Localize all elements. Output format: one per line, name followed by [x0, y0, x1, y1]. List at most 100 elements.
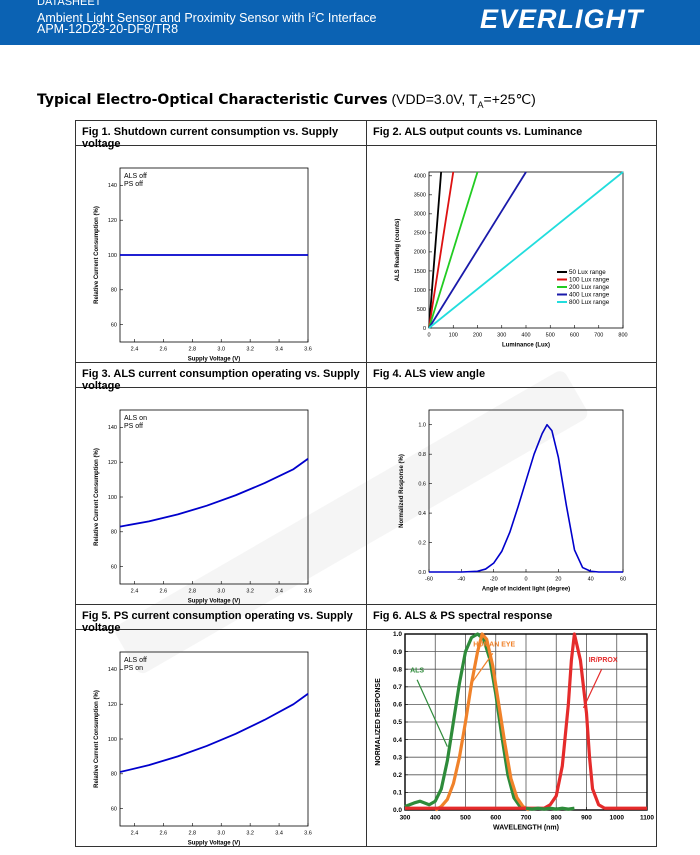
fig4-chart: -60 -40 -20 0 20 40 60 0.0 0.2 0.4 0.6 0.8 1.0 Angle …	[399, 409, 626, 593]
legend-label: 100 Lux range	[569, 277, 610, 284]
fig5-caption: Fig 5. PS current consumption operating …	[82, 610, 353, 634]
x-tick-label: 500	[460, 815, 471, 822]
x-axis-label: Luminance (Lux)	[502, 343, 550, 349]
x-tick-label: -20	[490, 577, 498, 583]
x-tick-label: 3.0	[217, 831, 225, 837]
legend-label: 50 Lux range	[569, 269, 606, 276]
y-tick-label: 0.6	[418, 481, 426, 487]
x-tick-label: 400	[521, 333, 530, 339]
x-tick-label: 3.2	[246, 347, 254, 353]
y-axis-label: Relative Current Consumption (%)	[94, 206, 100, 304]
y-tick-label: 80	[111, 530, 117, 536]
x-tick-label: 3.6	[304, 831, 312, 837]
x-tick-label: 40	[588, 577, 594, 583]
x-tick-label: -60	[425, 577, 433, 583]
y-axis-label: Normalized Response (%)	[399, 454, 405, 528]
legend-label: 200 Lux range	[569, 284, 610, 291]
y-tick-label: 0.3	[393, 754, 402, 761]
x-axis-label: WAVELENGTH (nm)	[493, 825, 559, 832]
everlight-logo: EVERLIGHT	[480, 4, 644, 34]
series-line	[525, 806, 575, 811]
chart-annotation: ALS off	[124, 173, 147, 180]
series-line	[404, 632, 527, 810]
x-tick-label: 2.8	[188, 589, 196, 595]
y-tick-label: 500	[417, 307, 426, 313]
y-tick-label: 1.0	[393, 631, 402, 638]
y-tick-label: 1.0	[418, 423, 426, 429]
series-label-arrow	[416, 679, 448, 747]
x-tick-label: 3.0	[217, 347, 225, 353]
x-tick-label: 1000	[610, 815, 625, 822]
caption-row: Fig 5. PS current consumption operating …	[76, 605, 656, 634]
fig1-cell: 2.4 2.6 2.8 3.0 3.2 3.4 3.6 60 80 100 120 140 Supply…	[76, 146, 366, 362]
x-tick-label: 500	[546, 333, 555, 339]
x-tick-label: 300	[497, 333, 506, 339]
y-tick-label: 120	[108, 460, 117, 466]
figure-row: 2.4 2.6 2.8 3.0 3.2 3.4 3.6 60 80 100 120 140 Supply…	[76, 388, 656, 605]
x-tick-label: -40	[457, 577, 465, 583]
x-tick-label: 2.6	[160, 831, 168, 837]
series-line	[119, 457, 309, 528]
x-tick-label: 3.4	[275, 589, 283, 595]
y-tick-label: 120	[108, 702, 117, 708]
series-label: ALS	[410, 668, 424, 675]
figures-grid: Fig 1. Shutdown current consumption vs. …	[75, 120, 657, 847]
fig2-caption: Fig 2. ALS output counts vs. Luminance	[366, 121, 656, 145]
fig6-cell: 300 400 500 600 700 800 900 1000 1100 0.0 0.1 0.2 0.…	[366, 630, 657, 846]
x-tick-label: 700	[594, 333, 603, 339]
y-tick-label: 100	[108, 737, 117, 743]
x-tick-label: 0	[524, 577, 527, 583]
y-tick-label: 60	[111, 322, 117, 328]
y-tick-label: 140	[108, 425, 117, 431]
figure-row: 2.4 2.6 2.8 3.0 3.2 3.4 3.6 60 80 100 120 140 Supply…	[76, 630, 656, 846]
y-tick-label: 4000	[414, 174, 426, 180]
y-tick-label: 2500	[414, 231, 426, 237]
x-tick-label: 3.0	[217, 589, 225, 595]
fig1-caption: Fig 1. Shutdown current consumption vs. …	[82, 126, 339, 150]
chart-annotation: ALS on	[124, 415, 147, 422]
series-line	[428, 171, 479, 329]
caption-row: Fig 3. ALS current consumption operating…	[76, 363, 656, 392]
legend-label: 800 Lux range	[569, 299, 610, 306]
x-tick-label: 600	[570, 333, 579, 339]
x-tick-label: 600	[490, 815, 501, 822]
y-tick-label: 0.2	[418, 540, 426, 546]
x-tick-label: 200	[473, 333, 482, 339]
series-line	[428, 171, 624, 329]
x-tick-label: 1100	[640, 815, 654, 822]
y-tick-label: 0.0	[418, 570, 426, 576]
x-tick-label: 2.6	[160, 589, 168, 595]
y-tick-label: 0.9	[393, 649, 402, 656]
y-axis-label: Relative Current Consumption (%)	[94, 690, 100, 788]
x-tick-label: 2.4	[131, 831, 139, 837]
x-tick-label: 100	[449, 333, 458, 339]
fig2-chart: 0 100 200 300 400 500 600 700 800 0 500 1000 1500 200…	[395, 171, 628, 349]
x-tick-label: 2.8	[188, 831, 196, 837]
x-tick-label: 60	[620, 577, 626, 583]
x-tick-label: 2.8	[188, 347, 196, 353]
fig5-cell: 2.4 2.6 2.8 3.0 3.2 3.4 3.6 60 80 100 120 140 Supply…	[76, 630, 366, 846]
x-tick-label: 800	[618, 333, 627, 339]
series-line	[119, 693, 309, 773]
y-tick-label: 80	[111, 288, 117, 294]
datasheet-header: DATASHEET Ambient Light Sensor and Proxi…	[0, 0, 700, 45]
fig2-cell: 0 100 200 300 400 500 600 700 800 0 500 1000 1500 200…	[366, 146, 657, 362]
y-tick-label: 100	[108, 495, 117, 501]
x-tick-label: 3.4	[275, 831, 283, 837]
x-tick-label: 800	[551, 815, 562, 822]
y-tick-label: 140	[108, 183, 117, 189]
series-label: IR/PROX	[589, 657, 618, 664]
y-tick-label: 0.0	[393, 807, 402, 814]
y-tick-label: 0.5	[393, 719, 402, 726]
fig3-caption: Fig 3. ALS current consumption operating…	[82, 368, 360, 392]
chart-annotation: PS off	[124, 181, 143, 188]
x-tick-label: 3.6	[304, 589, 312, 595]
x-tick-label: 300	[400, 815, 411, 822]
y-tick-label: 0.7	[393, 684, 402, 691]
x-tick-label: 2.4	[131, 589, 139, 595]
y-tick-label: 100	[108, 253, 117, 259]
x-tick-label: 900	[581, 815, 592, 822]
series-line	[428, 171, 455, 329]
doc-type: DATASHEET	[37, 0, 102, 8]
